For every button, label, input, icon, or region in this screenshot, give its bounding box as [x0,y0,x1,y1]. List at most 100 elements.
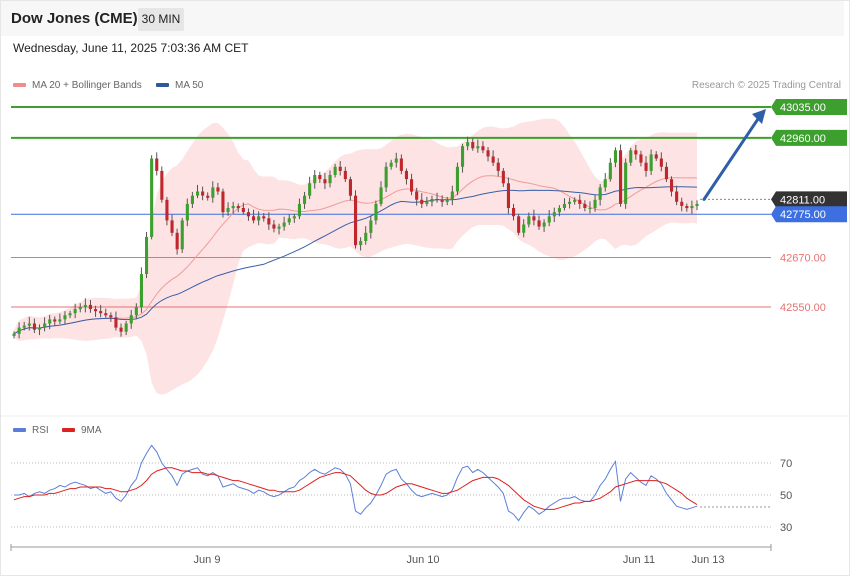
candle-body-119 [619,150,623,204]
candle-body-120 [624,162,628,204]
chart-header: Dow Jones (CME) 30 MIN [1,1,844,36]
timeframe-badge[interactable]: 30 MIN [138,8,184,31]
candle-body-116 [603,179,607,188]
candle-body-65 [343,170,347,180]
candle-body-133 [690,206,694,209]
candle-body-82 [430,199,434,202]
candle-body-6 [43,323,47,328]
legend-ma50-label: MA 50 [175,80,204,91]
candle-body-13 [78,307,82,310]
candle-body-42 [226,208,230,213]
candle-body-77 [404,170,408,180]
candle-body-24 [134,307,138,316]
candle-body-127 [659,158,663,167]
candle-body-104 [542,222,546,227]
legend-ma20-label: MA 20 + Bollinger Bands [32,80,142,91]
candle-body-38 [206,195,210,198]
candle-body-28 [155,158,159,171]
candle-body-0 [12,333,16,336]
candle-body-91 [476,146,480,149]
legend-rsi-ma-swatch [62,428,75,433]
candle-body-18 [104,313,108,316]
rsi-tick-2: 30 [780,522,792,534]
candle-body-33 [180,220,184,250]
x-tick-3: Jun 13 [691,554,724,566]
candle-body-44 [236,206,240,209]
forecast-arrow-shaft [702,114,762,201]
candle-body-19 [109,315,113,318]
candle-body-53 [282,222,286,227]
candle-body-15 [88,304,92,309]
candle-body-108 [562,203,566,208]
candle-body-115 [598,187,602,200]
candle-body-21 [119,327,123,332]
level-label-3: 42775.00 [780,209,826,221]
level-label-5: 42550.00 [780,302,826,314]
candle-body-49 [262,216,266,219]
candle-body-57 [303,195,307,204]
candle-body-123 [639,154,643,163]
candle-body-54 [287,218,291,223]
candle-body-61 [323,179,327,184]
candle-body-14 [83,304,87,307]
candle-body-4 [32,323,36,330]
candle-body-67 [354,195,358,246]
candle-body-100 [522,224,526,233]
x-tick-1: Jun 10 [406,554,439,566]
candle-body-95 [496,162,500,171]
candle-body-45 [241,208,245,213]
candle-body-69 [364,232,368,241]
candle-body-71 [374,203,378,221]
candle-body-129 [670,179,674,192]
candle-body-101 [527,216,531,225]
candle-body-40 [216,187,220,192]
candle-body-11 [68,313,72,316]
candle-body-46 [246,212,250,217]
candle-body-16 [94,309,98,312]
candle-body-92 [481,146,485,151]
candle-body-17 [99,311,103,314]
candle-body-12 [73,309,77,314]
level-label-0: 43035.00 [780,102,826,114]
candle-body-75 [394,158,398,163]
candle-body-27 [150,158,154,237]
candle-body-134 [695,203,699,206]
candle-body-79 [415,191,419,200]
candle-body-114 [593,199,597,208]
x-tick-0: Jun 9 [194,554,221,566]
candle-body-58 [308,183,312,196]
candle-body-128 [664,166,668,180]
candle-body-84 [440,199,444,202]
candle-body-7 [48,319,52,324]
candle-body-90 [471,142,475,149]
candle-body-86 [450,191,454,200]
candle-body-131 [680,201,684,206]
candle-body-8 [53,319,57,322]
candle-body-89 [466,142,470,147]
candle-body-87 [455,166,459,192]
candle-body-85 [445,199,449,202]
forecast-arrow-head [752,109,766,124]
candle-body-107 [557,208,561,213]
candle-body-126 [654,154,658,159]
candle-body-35 [190,195,194,204]
candle-body-47 [252,216,256,221]
legend-rsi-ma-label: 9MA [81,425,102,436]
level-tag-1 [771,129,847,146]
candle-body-50 [267,218,271,225]
candle-body-32 [175,232,179,250]
legend-rsi: RSI [13,425,49,436]
candle-body-22 [124,323,128,332]
candle-body-81 [425,201,429,204]
chart-datetime: Wednesday, June 11, 2025 7:03:36 AM CET [13,41,249,55]
candle-body-56 [297,203,301,217]
candle-body-99 [517,216,521,233]
candle-body-63 [333,166,337,175]
candle-body-72 [379,187,383,204]
candle-body-124 [644,162,648,171]
candle-body-88 [461,146,465,167]
candle-body-30 [165,199,169,221]
candle-body-93 [486,150,490,157]
candle-body-96 [501,170,505,184]
